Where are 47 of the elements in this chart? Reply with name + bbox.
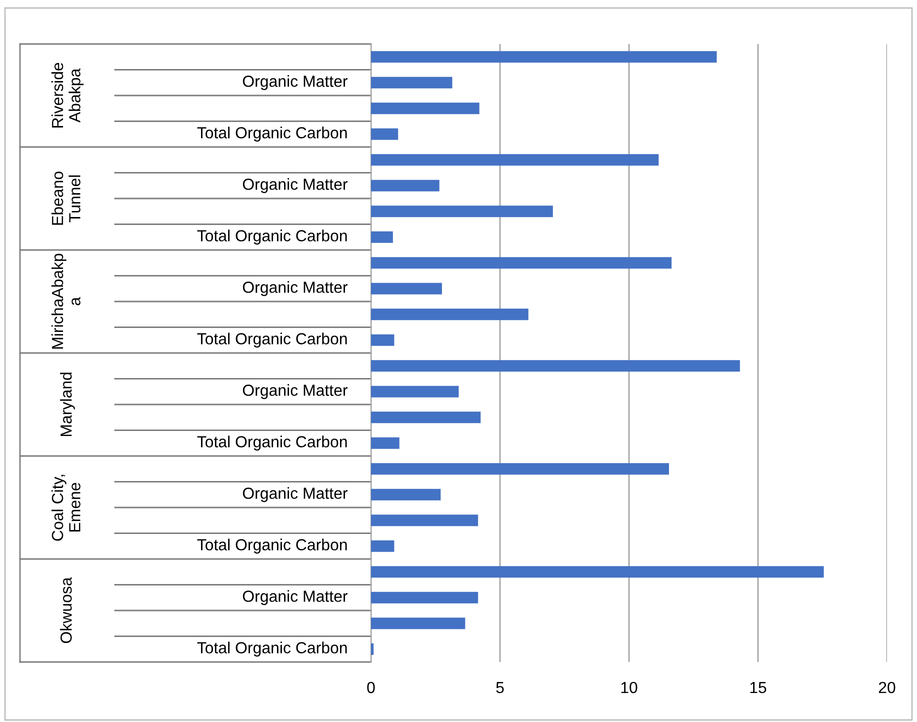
bar xyxy=(371,257,672,269)
y-tick-label: Total Organic Carbon xyxy=(197,538,347,554)
bar xyxy=(371,437,400,449)
text: Coal City, Emene xyxy=(51,474,80,541)
y-tick-label: Organic Matter xyxy=(242,75,348,90)
text: Ebeano Tunnel xyxy=(51,172,80,225)
y-tick-label: Organic Matter xyxy=(242,178,348,194)
bar xyxy=(371,180,440,192)
y-tick-label: Organic Matter xyxy=(242,384,348,400)
bar xyxy=(371,540,394,552)
x-tick-label: 0 xyxy=(367,682,375,694)
bar xyxy=(371,231,393,243)
text: Maryland xyxy=(60,372,75,436)
bar xyxy=(371,643,374,655)
y-tick-label: Total Organic Carbon xyxy=(197,126,347,142)
x-tick-label: 20 xyxy=(878,682,896,694)
y-tick-label: Total Organic Carbon xyxy=(197,230,347,245)
bar xyxy=(371,334,394,346)
bar xyxy=(371,51,717,63)
bar xyxy=(371,566,824,578)
y-tick-label: Organic Matter xyxy=(242,281,348,296)
bar xyxy=(371,360,740,372)
y-tick-label: Total Organic Carbon xyxy=(197,332,347,348)
y-tick-label: Total Organic Carbon xyxy=(197,642,347,657)
bar xyxy=(371,76,452,88)
y-tick-label: Organic Matter xyxy=(242,590,348,606)
text: MirichaAbakpa xyxy=(51,254,80,349)
bar xyxy=(371,592,478,604)
bar xyxy=(371,618,466,630)
bar xyxy=(371,386,459,398)
x-tick-label: 5 xyxy=(496,682,504,694)
bar xyxy=(371,412,481,424)
text: Okwuosa xyxy=(60,577,72,644)
bar xyxy=(371,514,478,526)
text: Riverside Abakpa xyxy=(51,62,84,128)
x-tick-label: 15 xyxy=(750,682,766,694)
y-tick-label: Organic Matter xyxy=(242,487,348,502)
bar xyxy=(371,206,553,218)
bar xyxy=(371,154,659,166)
bar xyxy=(371,308,528,320)
bar xyxy=(371,282,442,294)
bar xyxy=(371,488,441,500)
bar xyxy=(371,102,480,114)
bar xyxy=(371,128,398,140)
y-tick-label: Total Organic Carbon xyxy=(197,436,347,451)
x-tick-label: 10 xyxy=(621,682,638,694)
bar xyxy=(371,463,669,475)
